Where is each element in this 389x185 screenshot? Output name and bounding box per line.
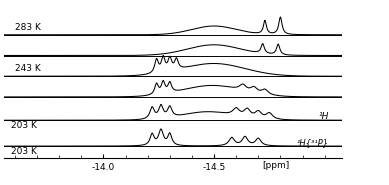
Text: 203 K: 203 K [11, 121, 37, 130]
Text: 203 K: 203 K [11, 147, 37, 156]
Text: 283 K: 283 K [15, 23, 41, 32]
Text: ¹H{³¹P}: ¹H{³¹P} [297, 138, 329, 147]
Text: ¹H: ¹H [319, 112, 329, 121]
Text: [ppm]: [ppm] [262, 161, 289, 170]
Text: 243 K: 243 K [15, 64, 41, 73]
